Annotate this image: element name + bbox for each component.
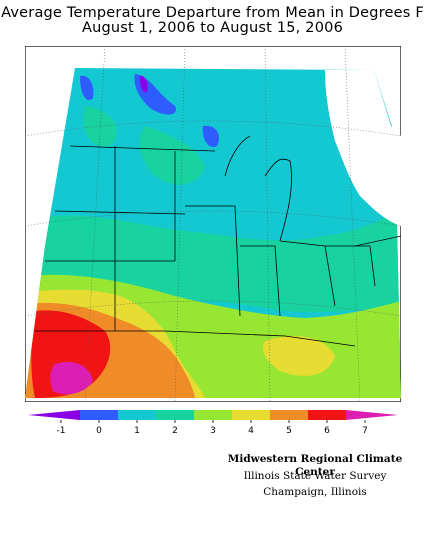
legend-swatch — [232, 410, 270, 420]
contour-band-2-north — [139, 126, 205, 185]
legend-tick-label: 3 — [210, 426, 216, 436]
legend-swatch — [118, 410, 156, 420]
legend-labels: -1 0 1 2 3 4 5 6 7 — [57, 420, 368, 436]
legend-swatch — [156, 410, 194, 420]
cold-spot-west — [80, 75, 94, 100]
map-title: Average Temperature Departure from Mean … — [1, 5, 424, 21]
credit-center: Midwestern Regional Climate Center — [227, 453, 403, 478]
legend-swatches — [28, 410, 398, 420]
legend-tick-label: 6 — [324, 426, 330, 436]
legend-swatch — [270, 410, 308, 420]
legend-tick-label: 0 — [96, 426, 102, 436]
legend-swatch — [28, 410, 80, 420]
contour-band-7 — [50, 361, 93, 395]
map-date-range: August 1, 2006 to August 15, 2006 — [82, 20, 343, 36]
legend-swatch — [80, 410, 118, 420]
legend-swatch — [346, 410, 398, 420]
temperature-departure-map — [25, 46, 401, 402]
no-data-region — [325, 70, 401, 226]
credit-location: Champaign, Illinois — [263, 486, 367, 498]
graticule — [25, 46, 401, 402]
legend-tick-label: 2 — [172, 426, 178, 436]
contour-band-4 — [263, 336, 335, 376]
state-boundaries — [35, 135, 401, 347]
legend-tick-label: 4 — [248, 426, 254, 436]
credit-survey: Illinois State Water Survey — [243, 470, 387, 482]
legend-swatch — [194, 410, 232, 420]
legend-tick-label: -1 — [57, 426, 66, 436]
cold-core-central — [139, 75, 148, 93]
legend-swatch — [308, 410, 346, 420]
legend-tick-label: 7 — [362, 426, 368, 436]
legend-tick-label: 1 — [134, 426, 140, 436]
color-legend: -1 0 1 2 3 4 5 6 7 — [28, 410, 398, 436]
cold-spot-east — [202, 125, 220, 147]
legend-tick-label: 5 — [286, 426, 292, 436]
